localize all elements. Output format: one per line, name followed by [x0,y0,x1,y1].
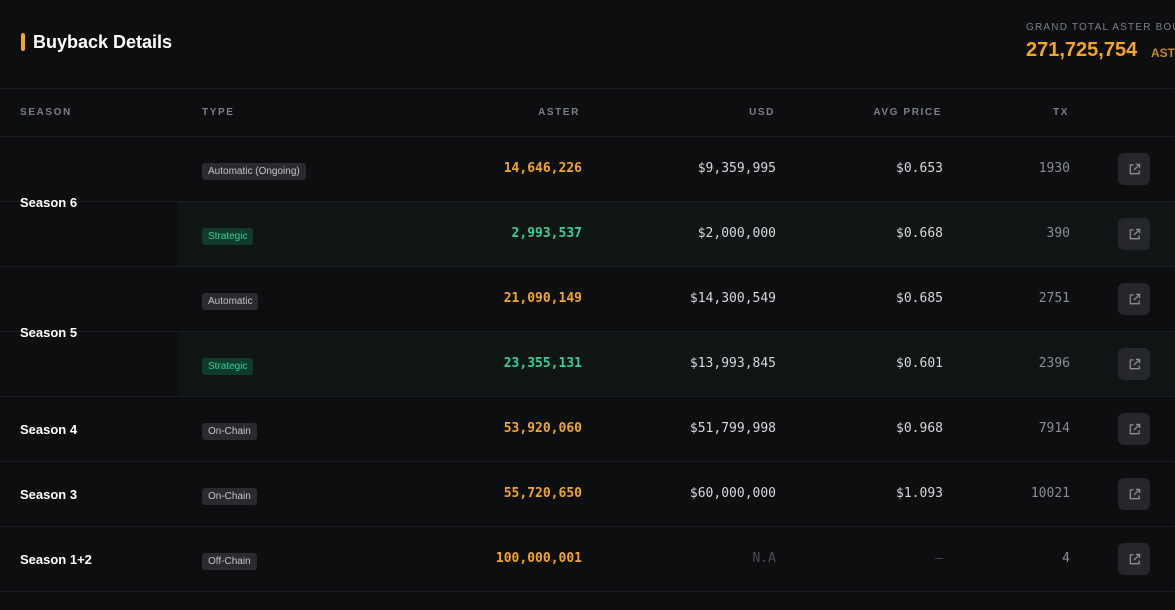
aster-amount: 23,355,131 [503,356,582,371]
avg-price: $0.668 [896,226,943,241]
type-badge: Strategic [202,228,254,245]
column-header-tx: TX [1053,107,1069,118]
usd-amount: $9,359,995 [697,161,776,176]
type-badge: On-Chain [202,488,257,505]
type-badge: Automatic (Ongoing) [202,163,306,180]
table-row: Season 4 On-Chain 53,920,060 $51,799,998… [0,397,1175,462]
external-link-button[interactable] [1118,153,1150,185]
page-title: Buyback Details [33,32,173,52]
season-label: Season 6 [20,195,78,210]
tx-count: 1930 [1038,161,1070,176]
aster-amount: 100,000,001 [495,551,582,566]
season-divider [0,266,178,267]
column-header-usd: USD [749,107,775,118]
external-link-icon [1129,553,1140,564]
season-divider [0,396,178,397]
column-header-type: TYPE [202,107,235,118]
aster-amount: 14,646,226 [503,161,582,176]
title-accent-bar [21,33,25,51]
table-row: Strategic 23,355,131 $13,993,845 $0.601 … [178,332,1175,397]
external-link-button[interactable] [1118,543,1150,575]
usd-amount: $60,000,000 [689,486,776,501]
usd-amount: $51,799,998 [689,421,776,436]
avg-price: $0.968 [896,421,943,436]
external-link-button[interactable] [1118,478,1150,510]
avg-price: $1.093 [896,486,943,501]
external-link-icon [1129,228,1140,239]
column-header-avg-price: AVG PRICE [873,107,942,118]
table-row: Strategic 2,993,537 $2,000,000 $0.668 39… [178,202,1175,267]
season-label: Season 3 [20,487,78,502]
table-row: Automatic (Ongoing) 14,646,226 $9,359,99… [0,137,1175,202]
tx-count: 2751 [1038,291,1070,306]
column-header-aster: ASTER [538,107,580,118]
table-row: Season 3 On-Chain 55,720,650 $60,000,000… [0,462,1175,527]
type-badge: On-Chain [202,423,257,440]
external-link-icon [1129,163,1140,174]
avg-price: $0.601 [896,356,943,371]
type-badge: Automatic [202,293,259,310]
aster-amount: 53,920,060 [503,421,582,436]
tx-count: 7914 [1038,421,1070,436]
usd-amount: $13,993,845 [689,356,776,371]
usd-amount: $2,000,000 [697,226,776,241]
external-link-button[interactable] [1118,413,1150,445]
column-header-season: SEASON [20,107,72,118]
tx-count: 390 [1046,226,1070,241]
usd-amount: $14,300,549 [689,291,776,306]
season-label: Season 1+2 [20,552,92,567]
tx-count: 10021 [1030,486,1070,501]
avg-price: $0.685 [896,291,943,306]
header-divider [0,136,1175,137]
table-row: Season 1+2 Off-Chain 100,000,001 N.A — 4 [0,527,1175,592]
avg-price: $0.653 [896,161,943,176]
season-label: Season 5 [20,325,78,340]
grand-total-unit: ASTER [1151,46,1175,60]
header: Buyback Details GRAND TOTAL ASTER BOUGHT… [0,0,1175,89]
external-link-button[interactable] [1118,218,1150,250]
external-link-icon [1129,488,1140,499]
type-badge: Off-Chain [202,553,257,570]
aster-amount: 55,720,650 [503,486,582,501]
aster-amount: 2,993,537 [511,226,582,241]
avg-price: — [935,551,943,566]
external-link-icon [1129,358,1140,369]
external-link-icon [1129,293,1140,304]
grand-total-label: GRAND TOTAL ASTER BOUGHT [1026,22,1175,33]
usd-amount: N.A [752,551,776,566]
tx-count: 4 [1062,551,1070,566]
external-link-button[interactable] [1118,348,1150,380]
aster-amount: 21,090,149 [503,291,582,306]
tx-count: 2396 [1038,356,1070,371]
type-badge: Strategic [202,358,254,375]
external-link-button[interactable] [1118,283,1150,315]
external-link-icon [1129,423,1140,434]
grand-total-value: 271,725,754 [1026,39,1138,61]
table-row: Automatic 21,090,149 $14,300,549 $0.685 … [0,267,1175,332]
season-label: Season 4 [20,422,78,437]
